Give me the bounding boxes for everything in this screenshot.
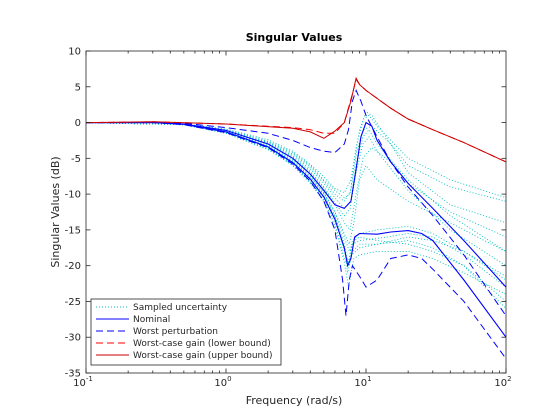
y-tick-label: 0	[75, 118, 81, 129]
y-axis-label: Singular Values (dB)	[49, 156, 62, 267]
curves-layer	[85, 76, 507, 359]
x-tick-exponent: 1	[367, 375, 371, 383]
x-axis-label: Frequency (rad/s)	[246, 394, 343, 407]
x-tick-exponent: 2	[507, 375, 511, 383]
x-tick-label: 100	[214, 375, 231, 389]
x-tick-base: 10	[354, 378, 367, 389]
axes-box	[85, 50, 507, 374]
x-axis-ticks: 10-1 100 101 102	[73, 51, 512, 389]
x-tick-base: 10	[73, 378, 86, 389]
series-1-curve-1	[86, 122, 507, 338]
y-tick-label: 5	[75, 82, 81, 93]
x-tick-exponent: 0	[227, 375, 231, 383]
y-tick-label: -20	[65, 261, 81, 272]
legend-box	[90, 298, 282, 366]
x-tick-exponent: -1	[86, 375, 93, 383]
y-tick-label: -5	[71, 154, 81, 165]
y-tick-label: 10	[68, 47, 81, 58]
y-tick-label: -35	[65, 369, 81, 380]
series-0-curve-4	[85, 122, 507, 309]
x-tick-label: 102	[494, 375, 511, 389]
y-tick-label: -25	[65, 297, 81, 308]
legend-label: Sampled uncertainty	[133, 303, 228, 313]
series-2-curve-1	[86, 122, 507, 359]
legend: Sampled uncertainty Nominal Worst perturba…	[90, 298, 282, 366]
x-tick-label: 101	[354, 375, 371, 389]
x-tick-label: 10-1	[73, 375, 93, 389]
x-tick-base: 10	[214, 378, 227, 389]
y-tick-label: -15	[65, 225, 81, 236]
y-tick-label: -30	[65, 333, 81, 344]
series-1	[86, 121, 507, 338]
legend-label: Worst-case gain (lower bound)	[133, 339, 271, 349]
series-4	[85, 76, 507, 163]
series-0-curve-10	[85, 122, 507, 281]
series-0-curve-8	[85, 122, 507, 295]
series-2-curve-0	[86, 89, 507, 317]
series-0-curve-11	[85, 122, 507, 267]
chart-title: Singular Values	[246, 31, 343, 44]
series-1-curve-0	[86, 121, 507, 288]
legend-label: Worst-case gain (upper bound)	[133, 351, 272, 361]
series-0-curve-0	[85, 122, 507, 252]
series-4-curve-0	[85, 76, 507, 163]
legend-label: Worst perturbation	[133, 327, 218, 337]
series-2	[86, 89, 507, 359]
y-tick-label: -10	[65, 190, 81, 201]
legend-label: Nominal	[133, 315, 170, 325]
x-tick-base: 10	[494, 378, 507, 389]
